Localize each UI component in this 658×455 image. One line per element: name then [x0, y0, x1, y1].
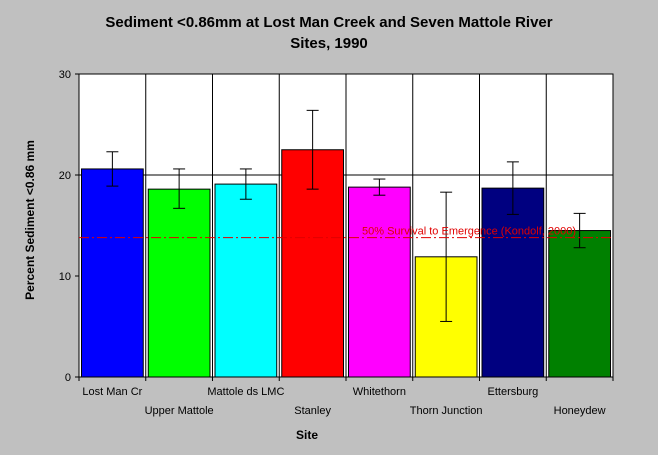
- error-bars: [106, 109, 586, 322]
- y-tick-label: 20: [59, 170, 71, 182]
- bar-6: [481, 187, 545, 378]
- x-tick-label: Mattole ds LMC: [207, 386, 284, 398]
- bar-2: [214, 183, 278, 378]
- bar-1: [147, 188, 211, 378]
- y-tick-label: 30: [59, 69, 71, 81]
- x-tick-label: Honeydew: [554, 405, 606, 417]
- x-tick-label: Ettersburg: [488, 386, 539, 398]
- x-tick-label: Whitethorn: [353, 386, 406, 398]
- bar-4: [348, 186, 411, 378]
- x-tick-label: Upper Mattole: [145, 405, 214, 417]
- y-axis: 0 10 20 30: [59, 69, 79, 384]
- y-axis-title: Percent Sediment <0.86 mm: [23, 140, 37, 300]
- y-tick-label: 0: [65, 372, 71, 384]
- bar-0: [81, 168, 144, 378]
- reference-line-label: 50% Survival to Emergence (Kondolf, 2000…: [362, 226, 576, 238]
- x-tick-label: Lost Man Cr: [82, 386, 142, 398]
- x-axis-title: Site: [296, 428, 318, 442]
- x-tick-label: Thorn Junction: [410, 405, 483, 417]
- reference-line-group: 50% Survival to Emergence (Kondolf, 2000…: [79, 226, 613, 239]
- y-tick-label: 10: [59, 271, 71, 283]
- x-tick-label: Stanley: [294, 405, 331, 417]
- chart-title: Sediment <0.86mm at Lost Man Creek and S…: [105, 14, 553, 31]
- grid-lines: [79, 74, 613, 377]
- bar-7: [548, 230, 611, 378]
- chart-title-line2: Sites, 1990: [290, 35, 368, 52]
